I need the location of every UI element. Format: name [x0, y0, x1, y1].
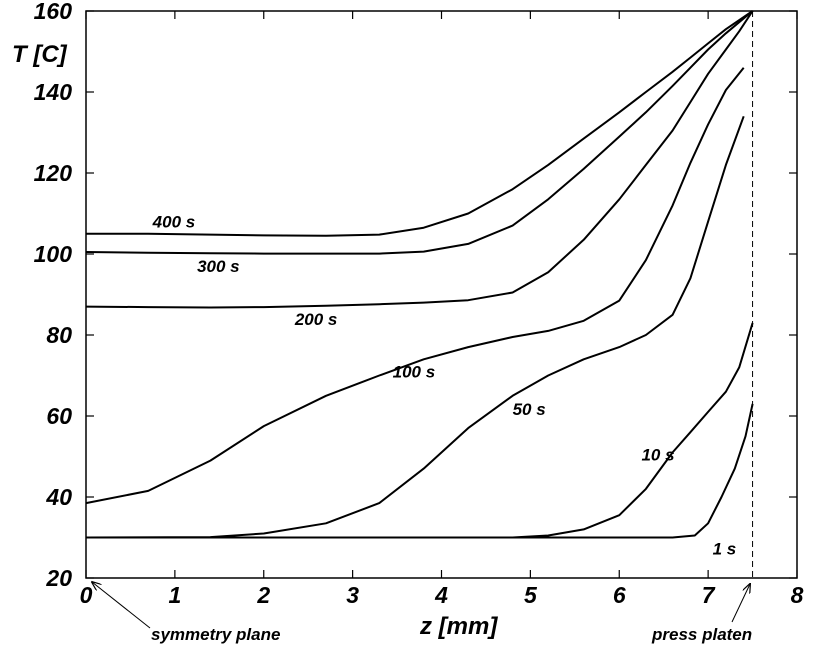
x-tick-label: 3 [346, 582, 359, 608]
series-line [86, 10, 754, 237]
series-line [85, 10, 754, 255]
x-axis-label: z [mm] [419, 613, 498, 640]
symmetry-plane-arrow [92, 582, 151, 629]
y-tick-label: 40 [45, 484, 72, 510]
x-tick-label: 7 [702, 582, 716, 608]
x-tick-label: 1 [168, 582, 181, 608]
y-axis-ticks: 20 40 60 80 100 120 140 160 [34, 0, 797, 591]
series-label: 200 s [294, 310, 338, 329]
x-tick-label: 0 [80, 582, 93, 608]
press-platen-note: press platen [651, 625, 752, 644]
y-tick-label: 80 [46, 322, 72, 348]
x-tick-label: 4 [434, 582, 448, 608]
x-tick-label: 5 [524, 582, 538, 608]
series-line [86, 403, 754, 539]
series-label: 100 s [393, 363, 436, 382]
y-tick-label: 100 [34, 241, 73, 267]
series-line [85, 67, 745, 505]
series-label: 50 s [513, 400, 546, 419]
x-tick-label: 6 [613, 582, 626, 608]
series-label: 400 s [152, 213, 196, 232]
y-axis-label: T [C] [12, 41, 68, 68]
y-tick-label: 20 [45, 565, 72, 591]
series-line [85, 115, 745, 539]
series-lines [85, 10, 754, 539]
plot-frame [85, 10, 798, 579]
series-label: 10 s [641, 446, 674, 465]
series-label: 300 s [197, 257, 240, 276]
symmetry-plane-note: symmetry plane [151, 625, 280, 644]
y-tick-label: 120 [34, 160, 73, 186]
x-tick-label: 2 [256, 582, 270, 608]
series-line [85, 10, 754, 309]
series-labels: 400 s 300 s 200 s 100 s 50 s 10 s 1 s [152, 213, 737, 559]
x-tick-label: 8 [791, 582, 804, 608]
series-line [86, 322, 754, 539]
press-platen-arrow [731, 584, 750, 623]
series-label: 1 s [713, 540, 737, 559]
y-tick-label: 60 [46, 403, 72, 429]
x-axis-ticks: 0 1 2 3 4 5 6 7 8 [80, 11, 804, 608]
y-tick-label: 140 [34, 79, 73, 105]
y-tick-label: 160 [34, 0, 73, 24]
